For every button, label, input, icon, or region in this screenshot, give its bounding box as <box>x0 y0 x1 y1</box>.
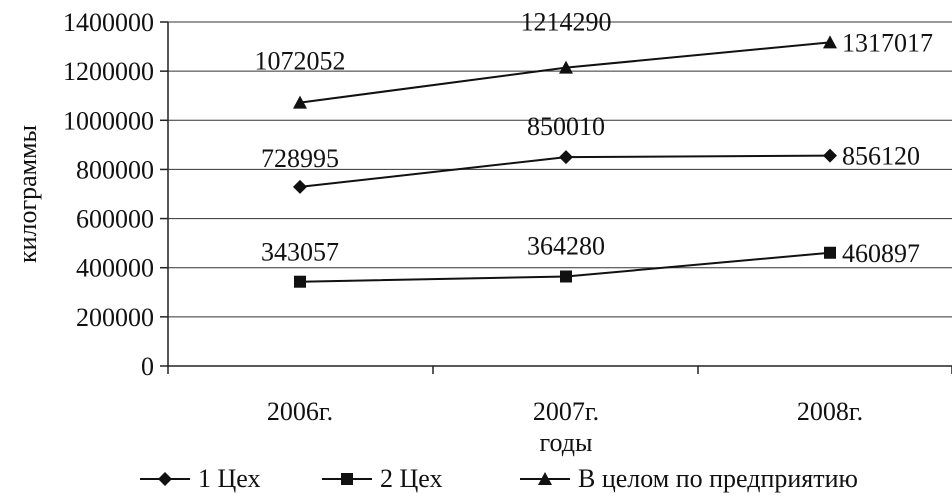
legend-marker <box>538 472 552 485</box>
axes: 0 200000 400000 600000 800000 1000000 1200000 1… <box>63 8 952 426</box>
series-3 <box>293 35 837 109</box>
data-point <box>293 95 307 109</box>
series <box>293 35 837 288</box>
data-label: 850010 <box>527 112 605 141</box>
legend-label: В целом по предприятию <box>578 464 858 493</box>
data-label: 1072052 <box>255 47 346 76</box>
data-label: 728995 <box>261 144 339 173</box>
y-tick-label: 600000 <box>76 205 154 234</box>
data-label: 364280 <box>527 231 605 260</box>
data-point <box>293 179 307 194</box>
legend-marker <box>341 473 353 485</box>
x-tick-label: 2008г. <box>797 397 863 426</box>
data-label: 343057 <box>261 238 339 267</box>
data-label: 856120 <box>842 142 920 171</box>
series-1 <box>293 148 837 194</box>
data-point <box>560 270 572 283</box>
legend-label: 2 Цех <box>380 464 442 493</box>
grid <box>168 21 952 318</box>
y-tick-label: 1000000 <box>63 106 154 135</box>
data-point <box>823 35 837 49</box>
data-point <box>824 246 836 259</box>
x-axis-label: годы <box>540 428 593 457</box>
data-point <box>559 60 573 74</box>
x-tick-label: 2006г. <box>267 397 333 426</box>
data-point <box>294 275 306 288</box>
legend-item: 1 Цех <box>140 464 260 493</box>
legend-item: 2 Цех <box>322 464 442 493</box>
data-point <box>823 148 837 163</box>
y-axis-label: килограммы <box>13 125 42 263</box>
data-labels: 728995 850010 856120 343057 364280 460897 1072… <box>255 8 934 268</box>
y-tick-label: 200000 <box>76 303 154 332</box>
data-label: 1317017 <box>842 28 933 57</box>
data-point <box>559 150 573 165</box>
y-tick-label: 800000 <box>76 155 154 184</box>
y-tick-label: 0 <box>141 352 154 381</box>
y-tick-label: 1400000 <box>63 8 154 37</box>
legend-marker <box>158 472 172 486</box>
y-tick-label: 400000 <box>76 254 154 283</box>
data-label: 460897 <box>842 239 920 268</box>
x-tick-label: 2007г. <box>533 397 599 426</box>
y-tick-label: 1200000 <box>63 57 154 86</box>
data-label: 1214290 <box>521 8 612 37</box>
legend-item: В целом по предприятию <box>520 464 858 493</box>
legend-label: 1 Цех <box>198 464 260 493</box>
legend: 1 Цех 2 Цех В целом по предприятию <box>140 464 858 493</box>
series-2 <box>294 246 836 288</box>
